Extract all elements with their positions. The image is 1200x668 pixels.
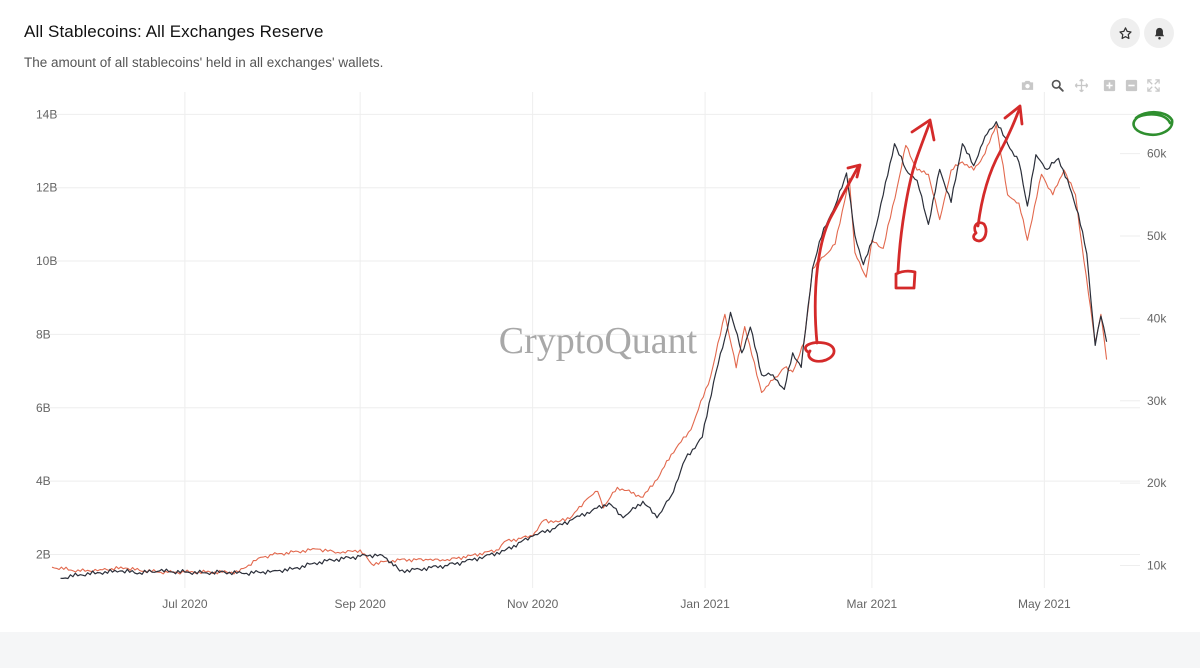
y-left-tick-label: 4B xyxy=(36,474,51,488)
annotation-arrowhead-2 xyxy=(910,118,936,142)
grid xyxy=(40,92,1140,588)
y-right-tick-label: 50k xyxy=(1147,229,1167,243)
annotation-arrow-2 xyxy=(896,120,932,274)
favorite-button[interactable] xyxy=(1110,18,1140,48)
x-tick-label: Jan 2021 xyxy=(680,597,730,611)
y-left-tick-label: 6B xyxy=(36,401,51,415)
y-left-tick-label: 12B xyxy=(36,181,57,195)
y-axis-labels: 2B 4B 6B 8B 10B 12B 14B 10k 20k 30k 40k 50k 60k xyxy=(36,107,1167,572)
annotation-arrow-1 xyxy=(813,165,860,345)
y-right-tick-label: 60k xyxy=(1147,147,1167,161)
autoscale-button[interactable] xyxy=(1144,76,1162,94)
x-tick-label: Mar 2021 xyxy=(847,597,898,611)
autoscale-icon xyxy=(1146,78,1160,92)
download-plot-button[interactable] xyxy=(1018,76,1036,94)
x-tick-label: May 2021 xyxy=(1018,597,1071,611)
zoom-button[interactable] xyxy=(1048,76,1066,94)
x-tick-label: Jul 2020 xyxy=(162,597,208,611)
bell-icon xyxy=(1154,27,1164,39)
annotation-arrow-3 xyxy=(976,108,1021,228)
page-subtitle: The amount of all stablecoins' held in a… xyxy=(24,55,384,70)
page-title: All Stablecoins: All Exchanges Reserve xyxy=(24,22,324,41)
zoom-in-button[interactable] xyxy=(1100,76,1118,94)
series-line-right-axis xyxy=(51,124,1108,575)
series xyxy=(51,121,1108,580)
annotation-arrowhead-3 xyxy=(1003,104,1024,126)
series-line-left-axis xyxy=(60,121,1108,580)
annotation-circle-3 xyxy=(972,221,988,243)
x-axis-labels: Jul 2020 Sep 2020 Nov 2020 Jan 2021 Mar 2021… xyxy=(162,597,1071,611)
chart[interactable]: CryptoQuant 2B 4B 6B 8B 10B 12B 14B 10k 20k 30k 40… xyxy=(0,0,1200,632)
zoom-in-icon xyxy=(1103,79,1115,91)
y-right-tick-label: 10k xyxy=(1147,559,1167,573)
pan-button[interactable] xyxy=(1072,76,1090,94)
annotation-green-circle xyxy=(1132,110,1174,136)
zoom-icon xyxy=(1051,79,1064,92)
watermark: CryptoQuant xyxy=(499,320,698,362)
zoom-out-icon xyxy=(1125,79,1137,91)
annotation-circle-2 xyxy=(894,269,917,290)
bottom-bar xyxy=(0,632,1200,668)
x-tick-label: Nov 2020 xyxy=(507,597,559,611)
annotation-circle-1 xyxy=(804,341,836,363)
y-left-tick-label: 2B xyxy=(36,547,51,561)
camera-icon xyxy=(1021,80,1033,90)
annotation-arrowhead-1 xyxy=(846,163,862,179)
y-right-tick-label: 30k xyxy=(1147,394,1167,408)
y-left-tick-label: 10B xyxy=(36,254,57,268)
zoom-out-button[interactable] xyxy=(1122,76,1140,94)
y-left-tick-label: 8B xyxy=(36,327,51,341)
hand-drawn-annotations xyxy=(804,104,1174,363)
pan-icon xyxy=(1074,78,1088,92)
x-tick-label: Sep 2020 xyxy=(334,597,386,611)
alert-button[interactable] xyxy=(1144,18,1174,48)
y-right-tick-label: 40k xyxy=(1147,311,1167,325)
y-left-tick-label: 14B xyxy=(36,107,57,121)
y-right-tick-label: 20k xyxy=(1147,476,1167,490)
star-icon xyxy=(1118,26,1132,39)
